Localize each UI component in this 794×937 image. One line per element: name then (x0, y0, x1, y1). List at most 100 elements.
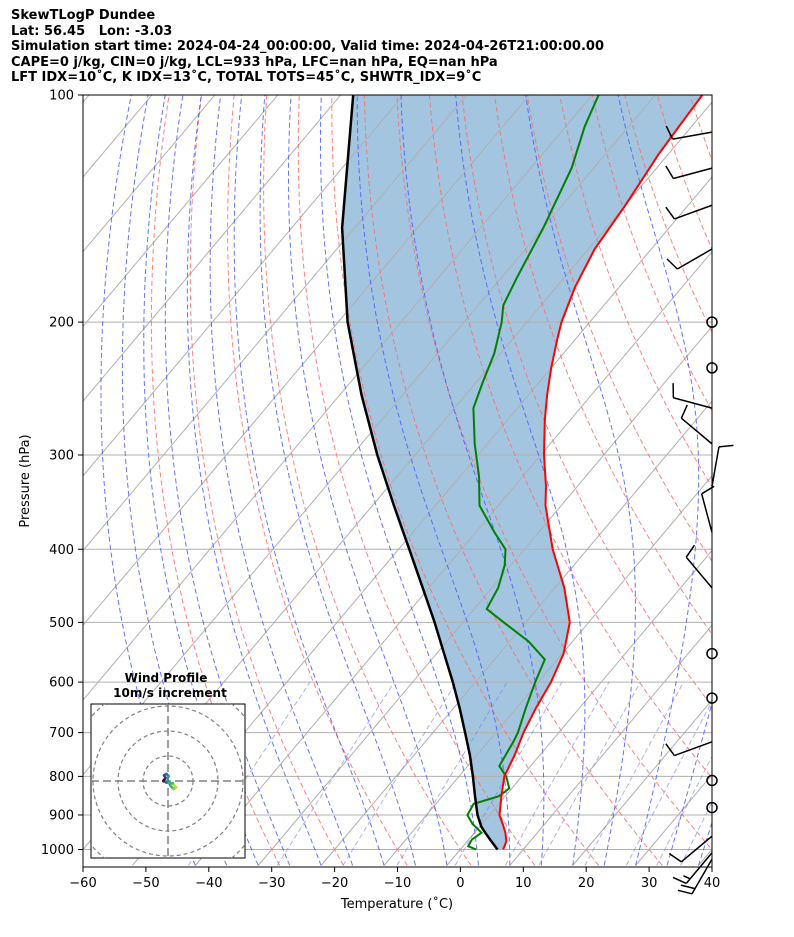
isotherm (83, 95, 405, 477)
calm-wind-circle (706, 774, 718, 787)
mixing-ratio-line (454, 681, 563, 866)
moist-adiabat (186, 95, 322, 866)
x-tick-label: 20 (578, 876, 595, 891)
moist-adiabat (259, 95, 416, 866)
x-tick-label: −50 (132, 876, 159, 891)
wind-barb-flag (668, 853, 682, 863)
isotherm (320, 400, 712, 866)
dry-adiabat (689, 95, 712, 162)
cin-shading (342, 95, 703, 850)
moist-adiabat (288, 95, 448, 866)
isotherm (83, 95, 531, 627)
y-tick-label: 700 (49, 726, 74, 741)
wind-barb-flag (680, 884, 696, 890)
dry-adiabat (788, 95, 794, 866)
y-tick-label: 200 (49, 316, 74, 331)
mixing-ratio-line (625, 700, 712, 866)
wind-barb-staff (673, 397, 713, 409)
wind-barb-staff (674, 741, 713, 757)
x-tick-label: −60 (69, 876, 96, 891)
moist-adiabat (164, 95, 291, 866)
wind-barb-flag (701, 485, 715, 495)
x-tick-label: 10 (515, 876, 532, 891)
mixing-ratio-line (584, 681, 685, 866)
hodograph-segment (165, 774, 171, 780)
isotherm (446, 549, 712, 866)
mixing-ratio-line (276, 681, 395, 866)
location-line: Lat: 56.45 Lon: -3.03 (11, 23, 173, 39)
y-tick-label: 500 (49, 616, 74, 631)
dry-adiabat (263, 95, 472, 866)
calm-wind-circle (706, 316, 718, 328)
dry-adiabat (297, 95, 536, 866)
dry-adiabat (526, 95, 712, 562)
index-line: LFT IDX=10˚C, K IDX=13˚C, TOTAL TOTS=45˚… (11, 70, 482, 86)
isotherm (83, 95, 342, 402)
wind-barb-flag (666, 258, 678, 270)
isotherm (83, 95, 90, 103)
wind-barb-flag (672, 876, 687, 885)
y-tick-label: 900 (49, 808, 74, 823)
wind-barb-flag (665, 206, 676, 220)
cape-line: CAPE=0 j/kg, CIN=0 j/kg, LCL=933 hPa, LF… (11, 54, 498, 70)
dry-adiabat (755, 95, 794, 866)
isotherm (194, 250, 712, 866)
isotherm (257, 325, 712, 866)
wind-barb-staff (680, 835, 713, 863)
isotherm (383, 475, 712, 866)
wind-barb-staff (672, 131, 713, 140)
wind-barbs (665, 125, 734, 895)
calm-wind-circle (706, 692, 718, 704)
x-tick-label: 30 (641, 876, 658, 891)
wind-barb-staff (676, 248, 713, 270)
dry-adiabat (723, 95, 794, 866)
x-axis-label: Temperature (˚C) (340, 896, 453, 912)
calm-wind-circle (706, 647, 718, 660)
dry-adiabat (363, 95, 663, 866)
wind-barb-staff (685, 852, 713, 884)
wind-barb-staff (711, 446, 720, 487)
parcel-path-line (340, 95, 499, 851)
isotherm (572, 699, 712, 866)
isotherm (698, 848, 712, 866)
moist-adiabat (455, 95, 586, 866)
y-tick-label: 1000 (41, 843, 74, 858)
wind-barb-flag (718, 444, 734, 448)
y-tick-label: 100 (49, 89, 74, 104)
wind-barb-staff (691, 858, 713, 895)
wind-barb-flag (685, 544, 696, 558)
time-line: Simulation start time: 2024-04-24_00:00:… (11, 39, 604, 55)
wind-barb-staff (680, 417, 713, 445)
x-tick-label: −40 (195, 876, 222, 891)
mixing-ratio-line (656, 755, 712, 866)
wind-barb-staff (700, 493, 713, 533)
mixing-ratio-line (504, 681, 610, 866)
dry-adiabat (331, 95, 600, 866)
y-tick-label: 300 (49, 448, 74, 463)
hodograph (91, 704, 245, 858)
calm-wind-circle (706, 801, 718, 814)
isotherm (83, 95, 279, 328)
wind-barb-flag (677, 889, 693, 895)
cape-cin-shading (342, 95, 703, 850)
moist-adiabat (356, 95, 511, 866)
dewpoint-line (466, 95, 600, 851)
wind-barb-half-flag (683, 875, 691, 880)
y-tick-label: 800 (49, 770, 74, 785)
inset-subtitle: 10m/s increment (113, 686, 227, 700)
moist-adiabat (400, 95, 545, 866)
x-tick-label: −30 (258, 876, 285, 891)
wind-barb-staff (674, 204, 713, 220)
isotherm (83, 95, 468, 552)
temperature-line (498, 95, 704, 850)
wind-barb-flag (665, 165, 675, 179)
moist-adiabat (320, 95, 479, 866)
mixing-ratio-line (342, 681, 457, 866)
axis-ticks: −60 −50 −40 −30 −20 −10 0 10 20 30 40 1000 900 800 700… (41, 89, 720, 892)
calm-wind-circle (706, 362, 718, 374)
dry-adiabat (461, 95, 712, 707)
y-axis-label: Pressure (hPa) (18, 434, 33, 527)
dry-adiabat (150, 95, 281, 866)
x-tick-label: 0 (456, 876, 464, 891)
